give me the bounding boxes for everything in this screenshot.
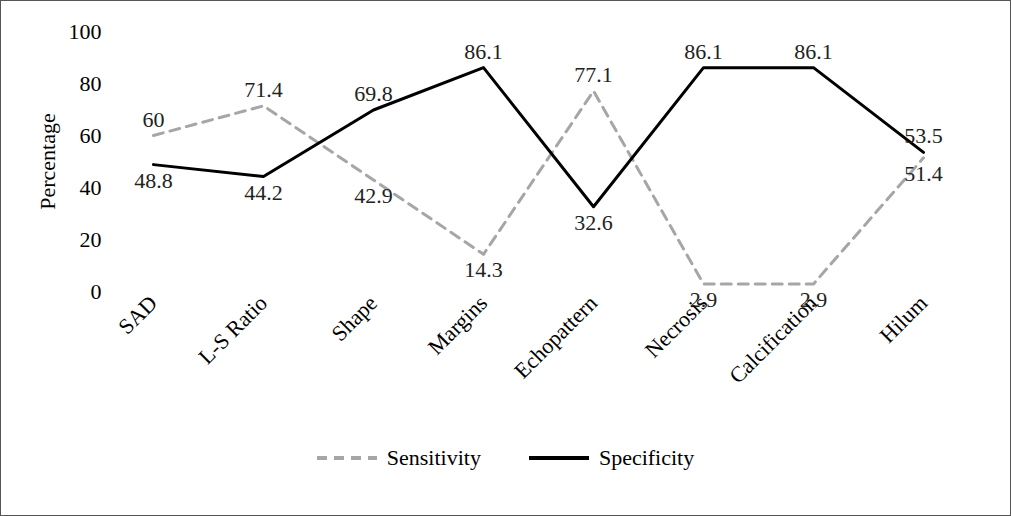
html-text:Specificity: Specificity (598, 445, 695, 470)
svg-text:Necrosis: Necrosis (640, 290, 712, 362)
svg-text:44.2: 44.2 (244, 180, 283, 205)
svg-text:86.1: 86.1 (684, 39, 723, 64)
svg-text:Shape: Shape (326, 290, 382, 346)
svg-text:Hilum: Hilum (875, 290, 932, 347)
svg-text:53.5: 53.5 (904, 123, 943, 148)
svg-text:100: 100 (69, 19, 102, 44)
svg-text:40: 40 (80, 175, 102, 200)
svg-text:SAD: SAD (113, 290, 162, 339)
svg-text:0: 0 (91, 279, 102, 304)
svg-text:60: 60 (143, 107, 165, 132)
svg-text:86.1: 86.1 (794, 39, 833, 64)
svg-text:42.9: 42.9 (354, 183, 393, 208)
svg-text:69.8: 69.8 (354, 81, 393, 106)
svg-text:86.1: 86.1 (464, 39, 503, 64)
svg-text:32.6: 32.6 (574, 210, 613, 235)
svg-text:80: 80 (80, 71, 102, 96)
svg-text:Echopattern: Echopattern (509, 290, 602, 383)
svg-text:60: 60 (80, 123, 102, 148)
svg-text:71.4: 71.4 (244, 77, 283, 102)
html-text:Sensitivity: Sensitivity (386, 445, 481, 470)
svg-text:Calcification: Calcification (724, 290, 822, 388)
svg-text:20: 20 (80, 227, 102, 252)
svg-text:14.3: 14.3 (464, 257, 503, 282)
svg-text:L-S Ratio: L-S Ratio (193, 290, 272, 369)
svg-text:Percentage: Percentage (35, 113, 60, 210)
svg-text:51.4: 51.4 (904, 161, 943, 186)
svg-text:48.8: 48.8 (134, 168, 173, 193)
svg-text:Margins: Margins (423, 290, 492, 359)
svg-text:77.1: 77.1 (574, 62, 613, 87)
